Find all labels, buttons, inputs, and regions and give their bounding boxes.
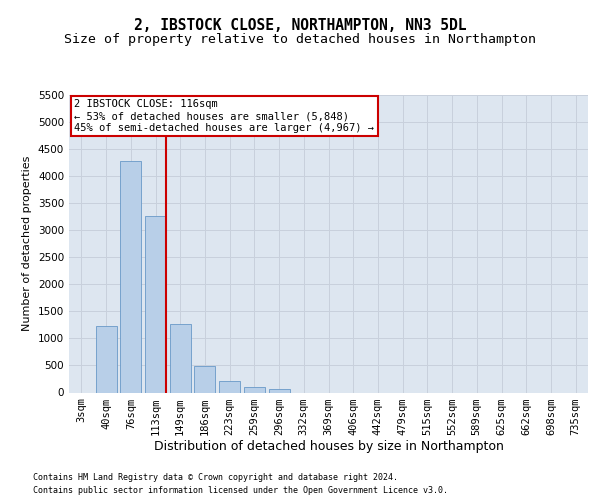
- Bar: [269, 388, 290, 392]
- X-axis label: Distribution of detached houses by size in Northampton: Distribution of detached houses by size …: [154, 440, 503, 454]
- Text: 2, IBSTOCK CLOSE, NORTHAMPTON, NN3 5DL: 2, IBSTOCK CLOSE, NORTHAMPTON, NN3 5DL: [134, 18, 466, 32]
- Text: Size of property relative to detached houses in Northampton: Size of property relative to detached ho…: [64, 32, 536, 46]
- Text: 2 IBSTOCK CLOSE: 116sqm
← 53% of detached houses are smaller (5,848)
45% of semi: 2 IBSTOCK CLOSE: 116sqm ← 53% of detache…: [74, 100, 374, 132]
- Y-axis label: Number of detached properties: Number of detached properties: [22, 156, 32, 332]
- Bar: [95, 326, 116, 392]
- Bar: [120, 161, 141, 392]
- Bar: [170, 324, 191, 392]
- Text: Contains HM Land Registry data © Crown copyright and database right 2024.: Contains HM Land Registry data © Crown c…: [33, 472, 398, 482]
- Bar: [194, 366, 215, 392]
- Text: Contains public sector information licensed under the Open Government Licence v3: Contains public sector information licen…: [33, 486, 448, 495]
- Bar: [244, 387, 265, 392]
- Bar: [219, 381, 240, 392]
- Bar: [145, 216, 166, 392]
